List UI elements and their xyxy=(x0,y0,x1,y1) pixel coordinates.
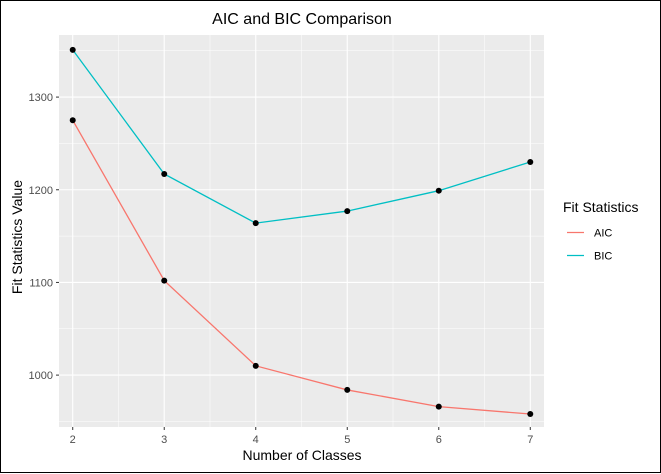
data-point-aic xyxy=(161,277,168,284)
x-tick-label: 2 xyxy=(70,434,76,446)
y-axis-title: Fit Statistics Value xyxy=(9,180,25,294)
data-point-bic xyxy=(435,187,442,194)
legend-title: Fit Statistics xyxy=(563,199,638,215)
data-point-aic xyxy=(527,411,534,418)
data-point-aic xyxy=(344,386,351,393)
series-line-aic xyxy=(72,119,531,415)
y-tick-label: 1200 xyxy=(29,185,53,197)
data-points xyxy=(69,46,534,418)
y-tick-label: 1300 xyxy=(29,92,53,104)
x-tick-label: 3 xyxy=(161,434,167,446)
x-axis-ticks: 2 3 4 5 6 7 xyxy=(70,427,533,446)
data-point-bic xyxy=(527,158,534,165)
x-tick-label: 4 xyxy=(253,434,259,446)
data-point-aic xyxy=(69,117,76,124)
chart-title: AIC and BIC Comparison xyxy=(212,11,392,28)
series-lines xyxy=(72,49,531,415)
data-point-bic xyxy=(161,171,168,178)
x-tick-label: 5 xyxy=(344,434,350,446)
data-point-aic xyxy=(435,403,442,410)
data-point-bic xyxy=(252,220,259,227)
legend: Fit Statistics AIC BIC xyxy=(563,199,638,267)
legend-label-bic: BIC xyxy=(594,251,612,263)
y-axis-ticks: 1000 1100 1200 1300 xyxy=(29,92,59,382)
y-tick-label: 1000 xyxy=(29,370,53,382)
x-axis-title: Number of Classes xyxy=(242,447,361,463)
data-point-bic xyxy=(344,208,351,215)
data-point-aic xyxy=(252,362,259,369)
minor-gridlines xyxy=(59,35,544,427)
series-line-bic xyxy=(72,49,531,224)
x-tick-label: 6 xyxy=(436,434,442,446)
x-tick-label: 7 xyxy=(527,434,533,446)
y-tick-label: 1100 xyxy=(29,277,53,289)
major-gridlines xyxy=(59,35,544,427)
data-point-bic xyxy=(69,46,76,53)
legend-label-aic: AIC xyxy=(594,228,612,240)
